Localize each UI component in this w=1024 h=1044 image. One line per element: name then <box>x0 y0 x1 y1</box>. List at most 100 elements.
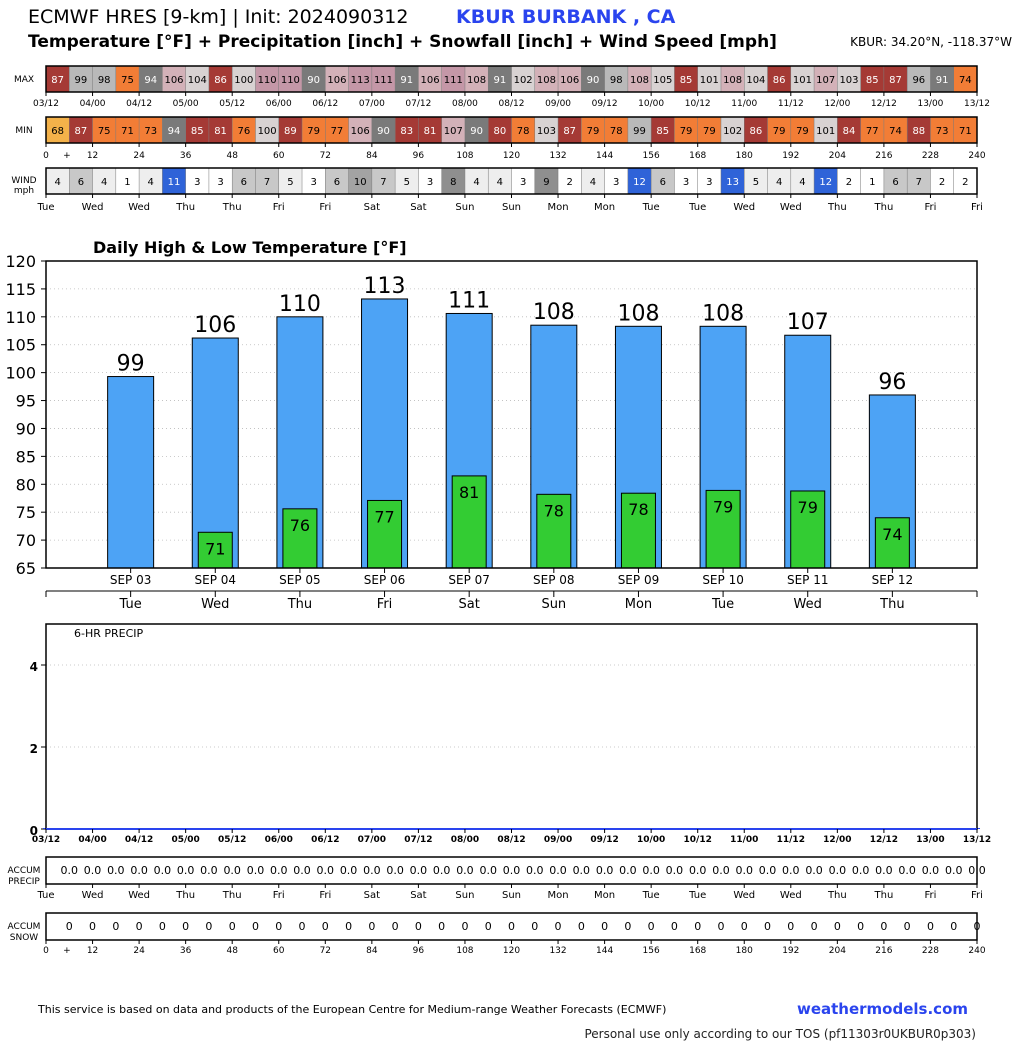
accum-snow-value: 0 <box>252 920 259 933</box>
low-temp-bar <box>282 508 318 569</box>
min-temp-cell <box>627 117 652 143</box>
wind-value: 5 <box>753 177 759 188</box>
temp-axis-label: 100 <box>5 364 36 383</box>
wind-value: 1 <box>124 177 130 188</box>
accum-snow-value: 0 <box>182 920 189 933</box>
day-tick-label: Mon <box>548 202 569 213</box>
day-tick-label: Sat <box>410 202 426 213</box>
accum-snow-value: 0 <box>950 920 957 933</box>
wind-value: 12 <box>633 177 646 188</box>
wind-value: 4 <box>473 177 479 188</box>
accum-hour-label: 204 <box>829 946 846 956</box>
accum-precip-value: 0.0 <box>247 864 265 877</box>
wind-cell <box>558 168 582 194</box>
time-tick-label: 10/12 <box>685 99 711 109</box>
min-temp-value: 79 <box>773 126 786 137</box>
wind-cell <box>883 168 908 194</box>
wind-cell <box>255 168 279 194</box>
accum-snow-bg <box>46 913 977 940</box>
accum-precip-value: 0.0 <box>805 864 823 877</box>
brand-link[interactable]: weathermodels.com <box>796 1000 968 1018</box>
max-temp-cell <box>302 66 326 92</box>
hour-tick-label: + <box>63 151 71 161</box>
precip-time-label: 07/00 <box>358 835 386 845</box>
min-temp-value: 78 <box>610 126 623 137</box>
accum-day-label: Thu <box>874 890 894 901</box>
accum-day-label: Thu <box>827 890 847 901</box>
wind-strip-label: WIND <box>11 176 36 186</box>
accum-day-label: Wed <box>733 890 755 901</box>
max-temp-cell <box>92 66 116 92</box>
min-temp-value: 71 <box>121 126 134 137</box>
accum-snow-value: 0 <box>159 920 166 933</box>
day-tick-label: Fri <box>319 202 331 213</box>
date-tick-label: SEP 10 <box>702 573 744 587</box>
min-temp-cell <box>674 117 698 143</box>
max-temp-value: 106 <box>164 75 183 86</box>
min-temp-cell <box>534 117 559 143</box>
date-tick-label: SEP 12 <box>872 573 914 587</box>
wind-value: 2 <box>962 177 968 188</box>
min-temp-cell <box>860 117 884 143</box>
wind-value: 3 <box>706 177 712 188</box>
min-temp-cell <box>115 117 140 143</box>
weekday-label: Tue <box>119 597 142 612</box>
wind-cell <box>697 168 721 194</box>
accum-precip-value: 0.0 <box>619 864 637 877</box>
accum-snow-value: 0 <box>205 920 212 933</box>
max-temp-cell <box>720 66 745 92</box>
temp-axis-label: 85 <box>16 447 36 466</box>
wind-value: 10 <box>354 177 367 188</box>
max-temp-value: 105 <box>653 75 672 86</box>
wind-value: 12 <box>819 177 832 188</box>
accum-snow-value: 0 <box>927 920 934 933</box>
weekday-label: Sat <box>459 597 480 612</box>
weekday-label: Sun <box>541 597 566 612</box>
high-temp-label: 110 <box>279 292 321 317</box>
accum-day-label: Mon <box>594 890 615 901</box>
precip-time-label: 12/00 <box>823 835 851 845</box>
accum-snow-value: 0 <box>717 920 724 933</box>
max-temp-value: 99 <box>75 75 88 86</box>
station-coords: KBUR: 34.20°N, -118.37°W <box>850 35 1012 49</box>
hour-tick-label: 96 <box>413 151 425 161</box>
wind-cell <box>953 168 977 194</box>
min-temp-value: 71 <box>959 126 972 137</box>
min-temp-value: 87 <box>75 126 88 137</box>
accum-snow-value: 0 <box>671 920 678 933</box>
hour-tick-label: 120 <box>503 151 520 161</box>
time-tick-label: 08/00 <box>452 99 478 109</box>
accum-snow-value: 0 <box>345 920 352 933</box>
min-temp-value: 100 <box>258 126 277 137</box>
max-temp-value: 91 <box>400 75 413 86</box>
accum-precip-value: 0.0 <box>736 864 754 877</box>
min-temp-cell <box>767 117 791 143</box>
low-temp-bar <box>705 489 741 569</box>
wind-cell <box>581 168 605 194</box>
max-temp-cell <box>767 66 791 92</box>
accum-precip-value: 0.0 <box>177 864 195 877</box>
precip-time-label: 13/12 <box>963 835 991 845</box>
min-temp-cell <box>651 117 675 143</box>
station-link[interactable]: KBUR BURBANK , CA <box>456 6 676 28</box>
accum-precip-value: 0.0 <box>410 864 428 877</box>
day-tick-label: Wed <box>82 202 104 213</box>
wind-cell <box>115 168 140 194</box>
wind-value: 4 <box>799 177 805 188</box>
max-temp-cell <box>860 66 884 92</box>
min-temp-cell <box>604 117 628 143</box>
max-temp-value: 75 <box>121 75 134 86</box>
max-temp-cell <box>651 66 675 92</box>
precip-time-label: 13/00 <box>916 835 944 845</box>
max-temp-cell <box>325 66 349 92</box>
wind-value: 4 <box>148 177 154 188</box>
weekday-label: Wed <box>794 597 822 612</box>
min-temp-cell <box>46 117 70 143</box>
min-temp-value: 103 <box>537 126 556 137</box>
temp-axis-label: 105 <box>5 336 36 355</box>
max-temp-value: 113 <box>351 75 370 86</box>
wind-cell <box>814 168 838 194</box>
accum-precip-bg <box>46 857 977 884</box>
accum-snow-value: 0 <box>834 920 841 933</box>
wind-cell <box>325 168 349 194</box>
